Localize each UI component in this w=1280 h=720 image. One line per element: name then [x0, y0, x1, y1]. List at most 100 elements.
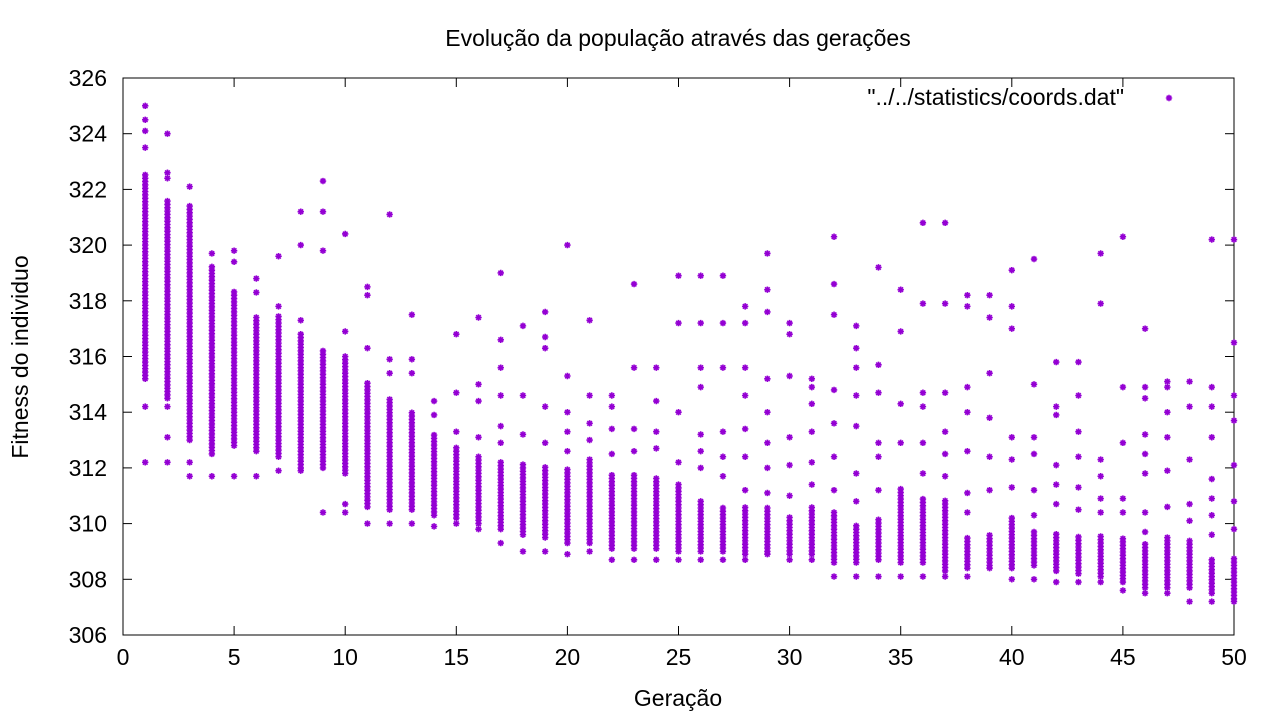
data-point — [253, 357, 260, 365]
data-point — [164, 328, 171, 335]
data-point — [875, 573, 882, 580]
data-point — [964, 292, 971, 299]
data-point — [142, 342, 149, 349]
data-point — [630, 481, 638, 489]
data-point — [719, 453, 727, 460]
data-point — [830, 453, 838, 460]
data-point — [608, 518, 616, 526]
data-point — [430, 495, 438, 502]
data-point — [208, 347, 216, 354]
data-point — [430, 461, 438, 469]
data-point — [1030, 545, 1038, 552]
data-point — [253, 444, 260, 452]
data-point — [408, 412, 416, 420]
data-point — [608, 522, 616, 529]
data-point — [364, 292, 371, 299]
data-point — [319, 411, 327, 418]
data-point — [541, 497, 549, 504]
data-point — [786, 372, 793, 380]
data-point — [164, 385, 171, 392]
data-point — [608, 528, 616, 536]
data-point — [897, 509, 904, 516]
data-point — [1186, 554, 1193, 561]
data-point — [697, 521, 704, 528]
data-point — [830, 573, 838, 580]
data-point — [386, 449, 393, 457]
data-point — [808, 544, 816, 551]
data-point — [319, 377, 327, 385]
data-point — [764, 524, 771, 532]
data-point — [1164, 409, 1171, 416]
data-point — [1164, 577, 1171, 585]
data-point — [364, 440, 371, 447]
data-point — [964, 544, 971, 552]
data-point — [675, 319, 682, 327]
data-point — [564, 526, 571, 533]
data-point — [564, 516, 571, 523]
data-point — [297, 454, 304, 462]
data-point — [275, 383, 282, 390]
data-point — [230, 298, 238, 306]
data-point — [1141, 584, 1149, 591]
data-point — [342, 410, 349, 417]
data-point — [675, 484, 682, 492]
data-point — [208, 400, 216, 408]
data-point — [297, 317, 304, 324]
data-point — [408, 456, 416, 463]
data-point — [697, 319, 704, 327]
data-point — [630, 280, 638, 288]
data-point — [186, 383, 193, 390]
data-point — [875, 523, 882, 530]
data-point — [386, 436, 393, 443]
data-point — [1053, 578, 1060, 586]
data-point — [764, 308, 771, 316]
data-point — [541, 507, 549, 514]
data-point — [608, 478, 616, 486]
data-point — [519, 491, 527, 498]
data-point — [1141, 551, 1149, 558]
data-point — [253, 367, 260, 375]
data-point — [564, 372, 571, 380]
data-point — [475, 525, 482, 533]
data-point — [764, 528, 771, 535]
data-point — [253, 320, 260, 328]
data-point — [1230, 417, 1238, 424]
data-point — [164, 361, 171, 369]
data-point — [208, 293, 216, 301]
data-point — [675, 538, 682, 545]
data-point — [1008, 518, 1015, 525]
x-tick-label: 0 — [117, 644, 130, 670]
data-point — [408, 489, 416, 497]
data-point — [853, 556, 860, 563]
data-point — [364, 500, 371, 507]
data-point — [164, 331, 171, 338]
data-point — [142, 308, 149, 316]
data-point — [630, 505, 638, 512]
data-point — [1119, 439, 1127, 447]
data-point — [364, 426, 371, 434]
data-point — [764, 538, 771, 545]
data-point — [186, 373, 193, 380]
data-point — [564, 476, 571, 483]
data-point — [519, 478, 527, 485]
data-point — [564, 496, 571, 503]
data-point — [697, 518, 704, 525]
data-point — [142, 238, 149, 245]
data-point — [186, 333, 193, 340]
data-point — [364, 283, 371, 291]
data-point — [675, 272, 682, 279]
data-point — [875, 264, 882, 271]
data-point — [1053, 551, 1060, 558]
data-point — [164, 391, 171, 399]
data-point — [142, 127, 149, 135]
data-point — [230, 352, 238, 359]
data-point — [986, 552, 993, 559]
data-point — [430, 523, 438, 530]
data-point — [208, 273, 216, 281]
data-point — [941, 517, 949, 525]
data-point — [297, 331, 304, 338]
data-point — [342, 353, 349, 360]
data-point — [475, 486, 482, 494]
data-point — [142, 318, 149, 326]
data-point — [1053, 537, 1060, 545]
